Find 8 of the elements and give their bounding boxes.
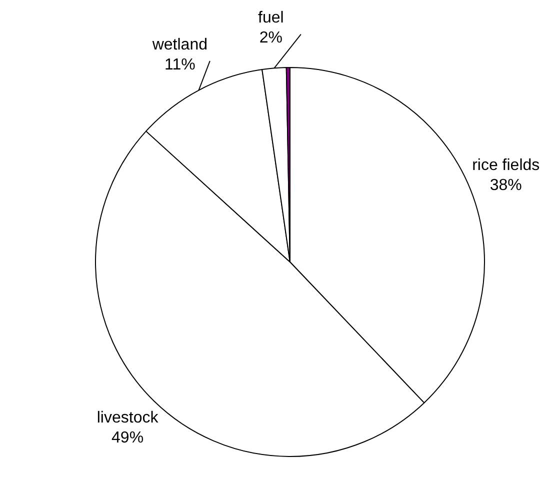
data-label: 49% [112, 430, 144, 447]
data-label: 11% [164, 56, 196, 74]
data-label: 2% [259, 30, 282, 47]
data-label: 38% [490, 177, 522, 194]
slice-label: wetland [151, 36, 208, 54]
slice-label: livestock [96, 410, 160, 427]
slice-label: rice fields [472, 157, 540, 174]
slice-label: fuel [258, 10, 284, 27]
